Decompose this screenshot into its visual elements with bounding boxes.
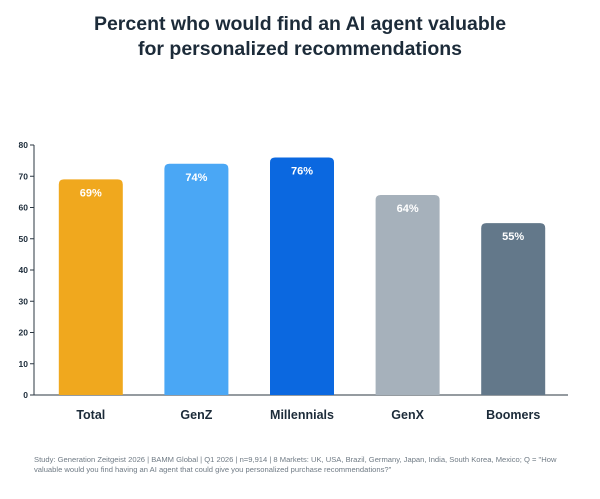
bar-total bbox=[58, 179, 123, 395]
category-label-genz: GenZ bbox=[180, 408, 212, 422]
y-tick-label: 50 bbox=[19, 234, 29, 244]
category-label-genx: GenX bbox=[391, 408, 424, 422]
y-tick-label: 0 bbox=[23, 390, 28, 400]
chart-title: Percent who would find an AI agent valua… bbox=[0, 12, 600, 62]
y-tick-label: 40 bbox=[19, 265, 29, 275]
y-tick-label: 80 bbox=[19, 140, 29, 150]
chart-title-line-2: for personalized recommendations bbox=[138, 38, 462, 60]
y-tick-label: 70 bbox=[19, 171, 29, 181]
category-label-boomers: Boomers bbox=[486, 408, 540, 422]
bar-boomers bbox=[481, 223, 546, 395]
category-label-millennials: Millennials bbox=[270, 408, 334, 422]
y-tick-label: 20 bbox=[19, 328, 29, 338]
bar-millennials bbox=[270, 157, 334, 395]
data-label-boomers: 55% bbox=[502, 231, 524, 243]
data-label-total: 69% bbox=[80, 187, 102, 199]
bar-genx bbox=[375, 195, 440, 395]
category-label-total: Total bbox=[76, 408, 105, 422]
data-label-genz: 74% bbox=[185, 172, 207, 184]
data-label-millennials: 76% bbox=[291, 166, 313, 178]
y-tick-label: 30 bbox=[19, 296, 29, 306]
data-label-genx: 64% bbox=[397, 203, 419, 215]
chart-title-line-1: Percent who would find an AI agent valua… bbox=[93, 13, 507, 35]
bar-genz bbox=[164, 163, 229, 395]
y-tick-label: 10 bbox=[19, 359, 29, 369]
study-footnote: Study: Generation Zeitgeist 2026 | BAMM … bbox=[34, 455, 557, 474]
y-tick-label: 60 bbox=[19, 203, 29, 213]
